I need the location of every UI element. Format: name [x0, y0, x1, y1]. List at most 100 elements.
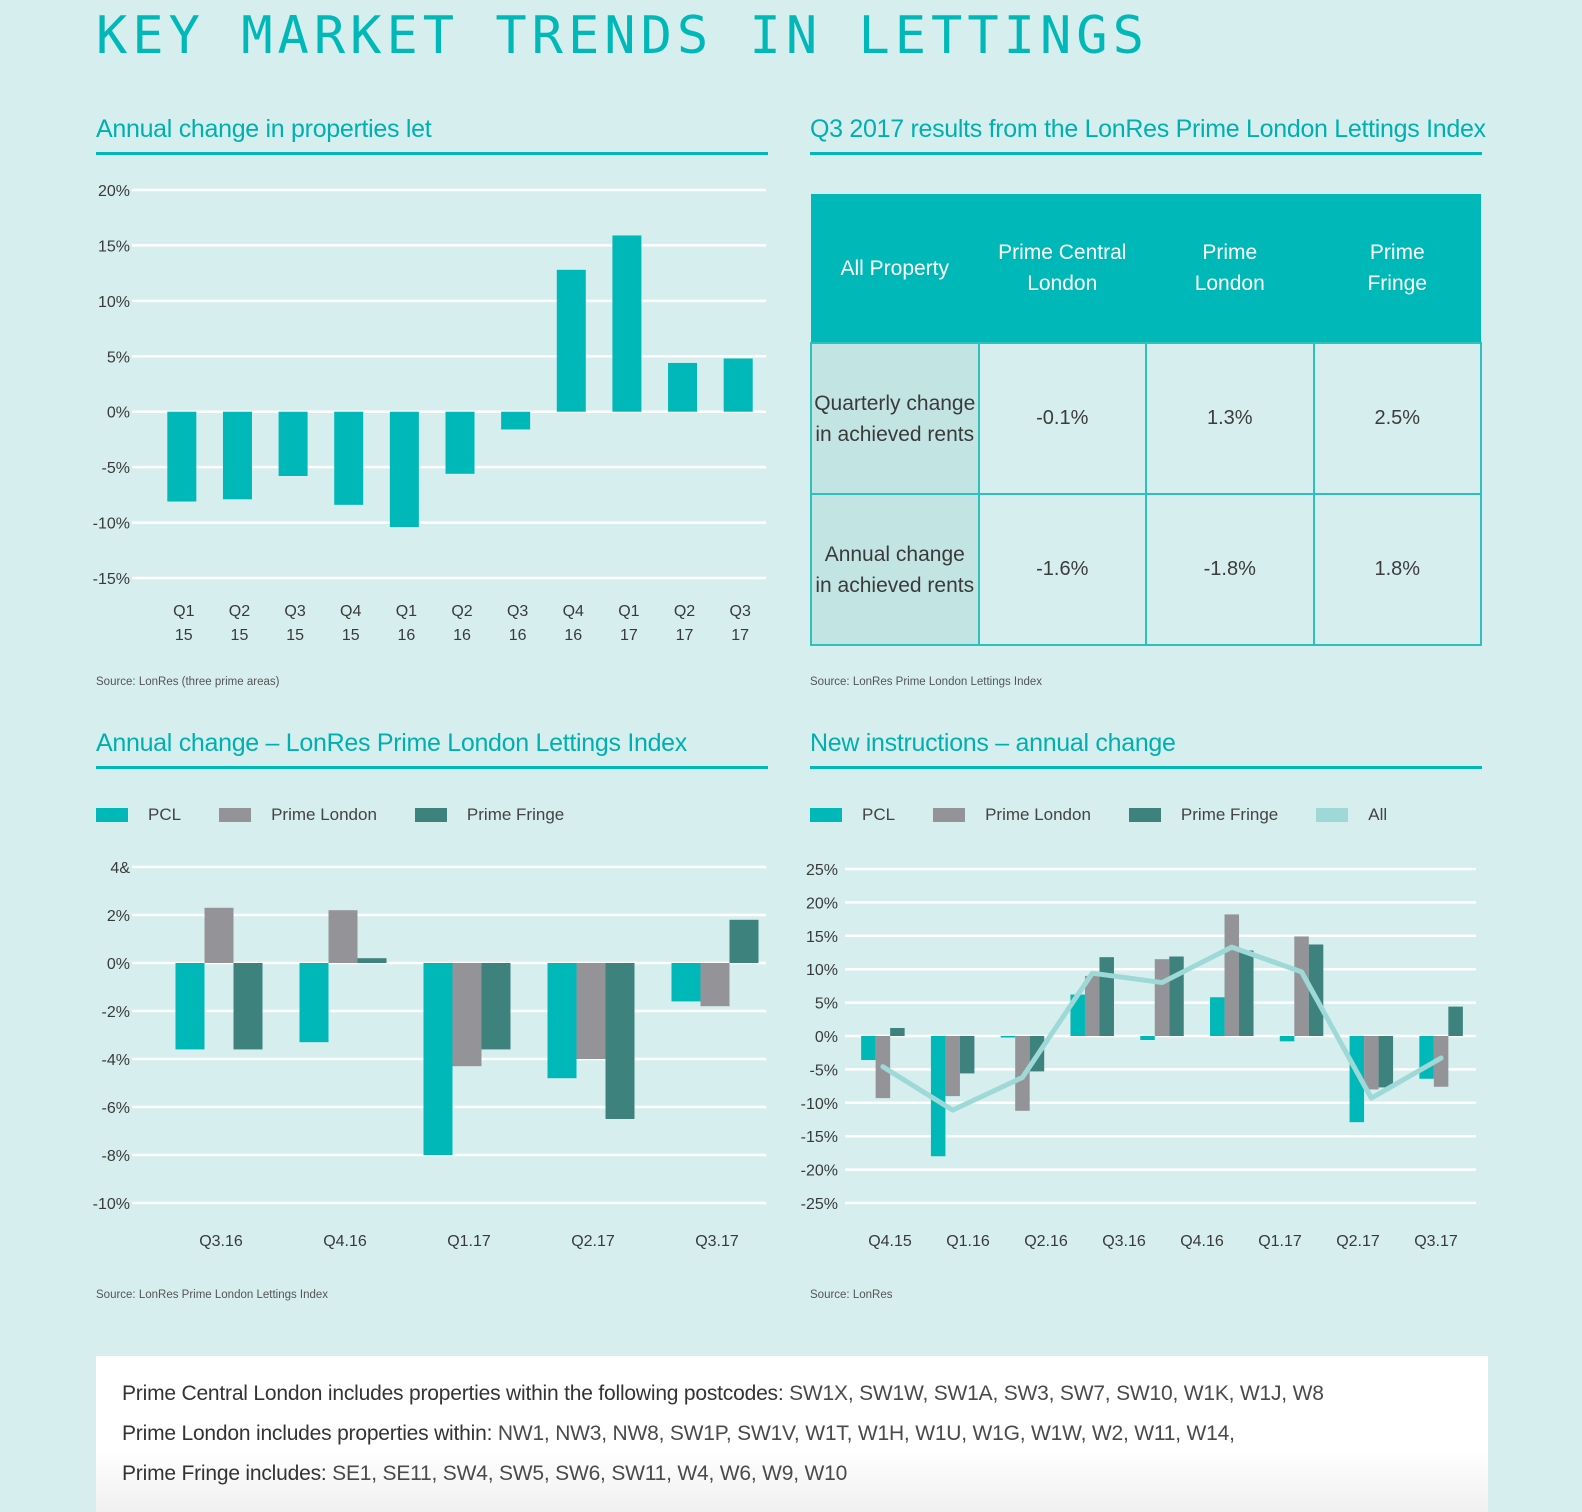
- new-instructions-legend: PCL Prime London Prime Fringe All: [810, 805, 1425, 825]
- header-line: London: [1027, 272, 1098, 295]
- bar-pcl: [423, 963, 453, 1155]
- postcode-notes: Prime Central London includes properties…: [96, 1356, 1488, 1512]
- note-prime-london: Prime London includes properties within:…: [122, 1414, 1462, 1454]
- y-tick-label: 0%: [815, 1029, 838, 1046]
- x-tick-label: Q2.17: [571, 1233, 615, 1250]
- header-prime-central-london: Prime Central London: [978, 194, 1146, 343]
- bar-pcl: [1419, 1036, 1434, 1079]
- header-line: Prime: [1202, 241, 1258, 264]
- x-tick-label: Q1: [173, 603, 194, 620]
- lettings-index-legend: PCL Prime London Prime Fringe: [96, 805, 602, 825]
- legend-label: PCL: [862, 805, 896, 824]
- bar-prime-fringe: [233, 963, 263, 1050]
- note-prime-fringe: Prime Fringe includes: SE1, SE11, SW4, S…: [122, 1454, 1462, 1494]
- page-title: KEY MARKET TRENDS IN LETTINGS: [96, 6, 1149, 66]
- legend-swatch-prime-fringe: [1128, 808, 1161, 822]
- header-line: Prime Central: [998, 241, 1127, 264]
- legend-label: Prime Fringe: [1180, 805, 1279, 824]
- bar-prime-london: [1154, 959, 1170, 1036]
- bar-prime-london: [328, 910, 358, 963]
- bar-pcl: [861, 1036, 876, 1061]
- table-row: Quarterly change in achieved rents -0.1% …: [810, 342, 1482, 495]
- x-tick-label: 15: [175, 627, 193, 644]
- row-label-quarterly-change: Quarterly change in achieved rents: [810, 342, 980, 495]
- new-instructions-chart: 25% 20% 15% 10% 5% 0% -5% -10% -15% -20% -25% Q4.15…: [801, 862, 1476, 1250]
- row-label-line: in achieved rents: [815, 573, 975, 597]
- x-tick-label: Q4.16: [1180, 1233, 1224, 1250]
- y-tick-label: -4%: [102, 1052, 130, 1069]
- x-tick-label: Q3.16: [1102, 1233, 1146, 1250]
- cell-quarterly-pcl: -0.1%: [977, 342, 1147, 495]
- x-tick-label: Q3.17: [1414, 1233, 1458, 1250]
- y-tick-label: 2%: [107, 908, 130, 925]
- y-tick-label: 20%: [98, 183, 130, 200]
- y-tick-label: 5%: [107, 349, 130, 366]
- x-tick-label: 16: [397, 627, 415, 644]
- bar-prime-london: [1224, 914, 1240, 1036]
- x-tick-label: 17: [620, 627, 638, 644]
- y-tick-label: -15%: [93, 571, 130, 588]
- y-tick-label: -10%: [93, 1196, 130, 1213]
- cell-annual-prime-london: -1.8%: [1145, 493, 1315, 646]
- x-tick-label: 17: [676, 627, 694, 644]
- bar-prime-london: [1084, 975, 1100, 1036]
- note-value: SW1X, SW1W, SW1A, SW3, SW7, SW10, W1K, W…: [789, 1382, 1324, 1405]
- row-label-line: Annual change: [824, 542, 965, 566]
- legend-item-prime-london: Prime London: [933, 805, 1091, 825]
- legend-label: Prime London: [985, 805, 1091, 824]
- y-tick-label: -6%: [102, 1100, 130, 1117]
- note-pcl: Prime Central London includes properties…: [122, 1374, 1462, 1414]
- y-tick-label: 15%: [98, 238, 130, 255]
- x-tick-label: Q3: [507, 603, 528, 620]
- bar-prime-fringe: [729, 919, 759, 963]
- x-tick-label: Q3: [284, 603, 305, 620]
- legend-swatch-prime-fringe: [414, 808, 447, 822]
- row-label-line: Quarterly change: [814, 391, 976, 415]
- table-row: Annual change in achieved rents -1.6% -1.…: [810, 493, 1482, 646]
- legend-item-pcl: PCL: [810, 805, 895, 825]
- new-instructions-title: New instructions – annual change: [810, 726, 1482, 769]
- bar-properties-let: [334, 411, 364, 505]
- bar-prime-fringe: [605, 963, 635, 1119]
- x-tick-label: Q1.17: [1258, 1233, 1302, 1250]
- row-label-annual-change: Annual change in achieved rents: [810, 493, 980, 646]
- header-line: All Property: [840, 256, 950, 280]
- x-tick-label: Q4: [340, 603, 361, 620]
- y-tick-label: 10%: [806, 962, 838, 979]
- bar-prime-london: [1364, 1036, 1379, 1090]
- y-tick-label: -25%: [801, 1196, 838, 1213]
- y-tick-label: -10%: [93, 516, 130, 533]
- bar-pcl: [1210, 997, 1225, 1036]
- properties-let-section: Annual change in properties let: [96, 112, 768, 155]
- results-table: All Property Prime Central London Prime Lo…: [810, 194, 1482, 646]
- results-table-section: Q3 2017 results from the LonRes Prime Lo…: [810, 112, 1486, 155]
- note-label: Prime London includes properties within:: [122, 1422, 493, 1445]
- x-tick-label: Q2.16: [1024, 1233, 1068, 1250]
- bar-pcl: [1070, 994, 1085, 1036]
- bar-prime-fringe: [1308, 944, 1324, 1036]
- table-header-row: All Property Prime Central London Prime Lo…: [811, 194, 1481, 343]
- new-instructions-section: New instructions – annual change: [810, 726, 1482, 769]
- legend-label: PCL: [148, 805, 182, 824]
- x-tick-label: Q2: [229, 603, 250, 620]
- properties-let-chart: 20% 15% 10% 5% 0% -5% -10% -15% Q1 15 Q2 15 Q3 15 Q4 15…: [93, 183, 766, 644]
- lettings-index-source: Source: LonRes Prime London Lettings Ind…: [96, 1289, 329, 1301]
- legend-item-prime-fringe: Prime Fringe: [414, 805, 564, 825]
- y-tick-label: 20%: [806, 895, 838, 912]
- legend-swatch-prime-london: [933, 808, 966, 822]
- bar-pcl: [299, 963, 329, 1043]
- bar-properties-let: [222, 411, 252, 500]
- bar-pcl: [1140, 1036, 1155, 1041]
- x-tick-label: 15: [231, 627, 249, 644]
- note-value: NW1, NW3, NW8, SW1P, SW1V, W1T, W1H, W1U…: [497, 1422, 1235, 1445]
- header-line: Prime: [1369, 241, 1425, 264]
- y-tick-label: 10%: [98, 294, 130, 311]
- y-tick-label: -5%: [810, 1062, 838, 1079]
- bar-properties-let: [389, 411, 419, 528]
- legend-swatch-pcl: [96, 808, 128, 822]
- results-table-title: Q3 2017 results from the LonRes Prime Lo…: [810, 112, 1486, 155]
- new-instructions-source: Source: LonRes: [810, 1289, 893, 1301]
- x-tick-label: Q2: [451, 603, 472, 620]
- bar-properties-let: [668, 362, 698, 412]
- bar-properties-let: [167, 411, 197, 502]
